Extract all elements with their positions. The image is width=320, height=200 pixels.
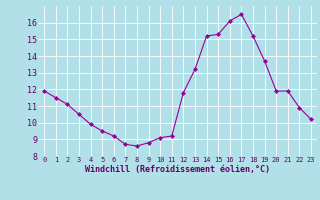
X-axis label: Windchill (Refroidissement éolien,°C): Windchill (Refroidissement éolien,°C) (85, 165, 270, 174)
